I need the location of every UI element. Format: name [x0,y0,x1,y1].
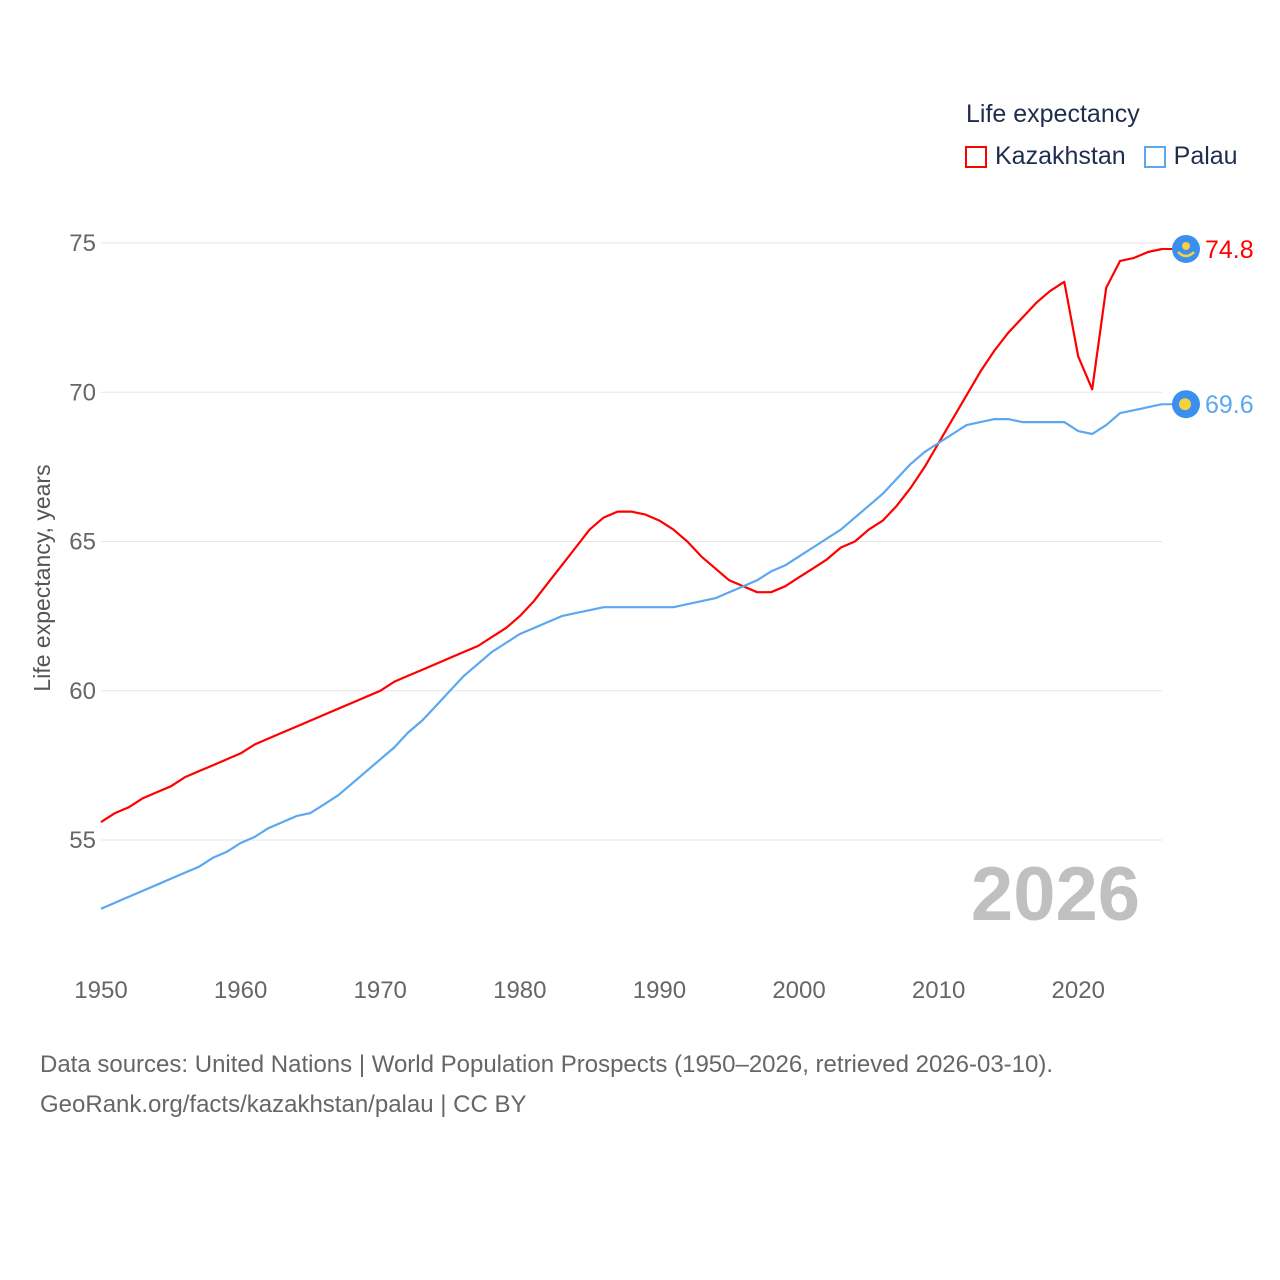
legend: Kazakhstan Palau [965,142,1256,171]
source-line: Data sources: United Nations | World Pop… [40,1051,1054,1078]
legend-item-palau[interactable]: Palau [1143,142,1238,171]
source-note: Data sources: United Nations | World Pop… [40,1045,1053,1125]
series-line-kazakhstan [100,247,1163,824]
y-tick-label: 65 [69,529,96,556]
x-tick-label: 1980 [493,977,546,1004]
flag-moon [1179,398,1191,411]
legend-title: Life expectancy [966,100,1140,128]
x-tick-label: 1950 [74,977,127,1004]
y-axis-label: Life expectancy, years [29,464,55,691]
x-tick-label: 1970 [354,977,407,1004]
y-tick-label: 70 [69,379,96,406]
series-line-palau [100,403,1163,910]
y-tick-label: 55 [69,827,96,854]
year-label: 2026 [971,852,1140,937]
x-tick-label: 1960 [214,977,267,1004]
source-link[interactable]: GeoRank.org/facts/kazakhstan/palau | CC … [40,1091,527,1118]
y-tick-label: 60 [69,678,96,705]
x-tick-label: 1990 [633,977,686,1004]
x-tick-label: 2020 [1052,977,1105,1004]
end-value-label: 69.6 [1205,391,1254,419]
flag-sun [1182,241,1190,250]
legend-item-kazakhstan[interactable]: Kazakhstan [965,142,1126,171]
x-tick-label: 2010 [912,977,965,1004]
legend-label: Kazakhstan [995,142,1126,170]
flag-eagle [1177,251,1195,258]
x-tick-label: 2000 [772,977,825,1004]
legend-label: Palau [1173,142,1238,170]
end-value-label: 74.8 [1205,236,1254,264]
legend-swatch [1143,145,1166,168]
y-tick-label: 75 [69,230,96,257]
legend-swatch [965,145,987,168]
